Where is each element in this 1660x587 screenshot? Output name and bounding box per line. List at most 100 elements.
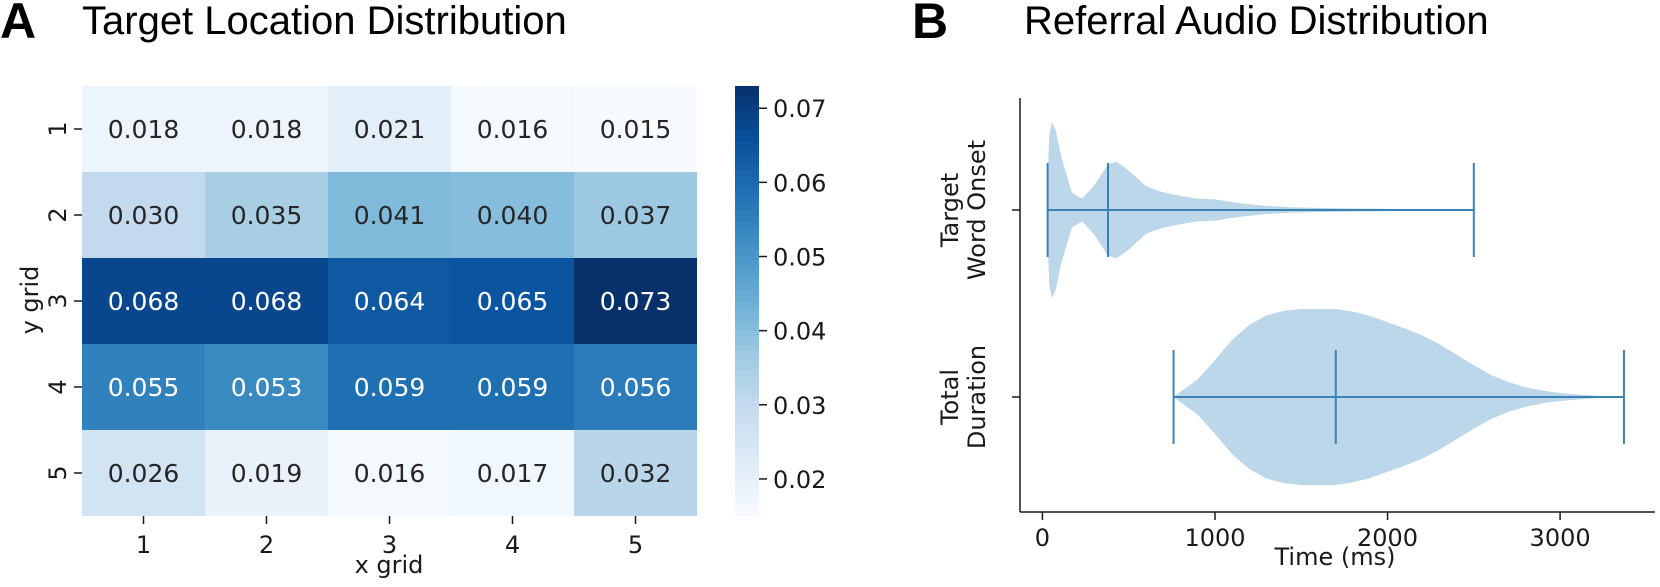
- colorbar-strip: [735, 331, 759, 337]
- panel-b-letter: B: [912, 0, 948, 49]
- heatmap-cell: [451, 172, 574, 258]
- colorbar-strip: [735, 156, 759, 162]
- colorbar-strip: [735, 241, 759, 247]
- colorbar-strip: [735, 121, 759, 127]
- colorbar-strip: [735, 286, 759, 292]
- colorbar-strip: [735, 191, 759, 197]
- heatmap-cell: [205, 172, 328, 258]
- colorbar-strip: [735, 446, 759, 452]
- colorbar-strip: [735, 506, 759, 512]
- heatmap-xtick-label: 3: [382, 531, 397, 559]
- colorbar-strip: [735, 256, 759, 262]
- cell-value-label: 0.015: [600, 115, 672, 144]
- heatmap-cell: [82, 344, 205, 430]
- colorbar-strip: [735, 206, 759, 212]
- colorbar-strip: [735, 401, 759, 407]
- violin-xtick-label: 1000: [1184, 524, 1245, 552]
- colorbar-strip: [735, 486, 759, 492]
- heatmap-cell: [82, 258, 205, 344]
- colorbar-strip: [735, 246, 759, 252]
- colorbar-strip: [735, 391, 759, 397]
- colorbar-strip: [735, 431, 759, 437]
- colorbar-strip: [735, 236, 759, 242]
- cell-value-label: 0.040: [477, 201, 549, 230]
- panel-b-title: Referral Audio Distribution: [1024, 0, 1489, 43]
- colorbar-tick-label: 0.05: [773, 244, 826, 272]
- colorbar-strip: [735, 376, 759, 382]
- colorbar-strip: [735, 276, 759, 282]
- cell-value-label: 0.030: [108, 201, 180, 230]
- colorbar-strip: [735, 136, 759, 142]
- colorbar-strip: [735, 346, 759, 352]
- heatmap-cell: [451, 258, 574, 344]
- colorbar-strip: [735, 181, 759, 187]
- heatmap-ytick-label: 4: [44, 379, 72, 394]
- colorbar-strip: [735, 416, 759, 422]
- colorbar-strip: [735, 381, 759, 387]
- cell-value-label: 0.018: [231, 115, 303, 144]
- heatmap-cell: [205, 258, 328, 344]
- colorbar-strip: [735, 466, 759, 472]
- violin-category-label: TargetWord Onset: [936, 140, 991, 280]
- colorbar-strip: [735, 301, 759, 307]
- cell-value-label: 0.068: [231, 287, 303, 316]
- colorbar-strip: [735, 461, 759, 467]
- colorbar-strip: [735, 306, 759, 312]
- heatmap-xtick-label: 5: [628, 531, 643, 559]
- colorbar-strip: [735, 481, 759, 487]
- heatmap-cell: [574, 258, 697, 344]
- heatmap-cell: [574, 172, 697, 258]
- heatmap-cell: [574, 344, 697, 430]
- colorbar-strip: [735, 196, 759, 202]
- colorbar-strip: [735, 476, 759, 482]
- colorbar-strip: [735, 316, 759, 322]
- cell-value-label: 0.065: [477, 287, 549, 316]
- heatmap-cell: [451, 430, 574, 516]
- colorbar-strip: [735, 406, 759, 412]
- heatmap-cell: [451, 344, 574, 430]
- colorbar-strip: [735, 396, 759, 402]
- heatmap-xtick-label: 1: [136, 531, 151, 559]
- colorbar-strip: [735, 281, 759, 287]
- colorbar-strip: [735, 361, 759, 367]
- violin-chart: 0 1000 2000 3000 TargetWord Onset TotalDurati…: [936, 98, 1655, 552]
- colorbar-strip: [735, 356, 759, 362]
- violin-xlabel: Time (ms): [1274, 543, 1396, 571]
- colorbar-strip: [735, 101, 759, 107]
- heatmap-cell: [328, 258, 451, 344]
- heatmap-cell: [574, 430, 697, 516]
- cell-value-label: 0.041: [354, 201, 426, 230]
- colorbar-strip: [735, 96, 759, 102]
- colorbar-strip: [735, 216, 759, 222]
- heatmap-cell: [82, 86, 205, 172]
- heatmap-ytick-label: 1: [44, 121, 72, 136]
- violin-category-label: TotalDuration: [936, 345, 991, 449]
- colorbar-strip: [735, 211, 759, 217]
- colorbar-strip: [735, 426, 759, 432]
- cell-value-label: 0.056: [600, 373, 672, 402]
- colorbar-strip: [735, 456, 759, 462]
- cell-value-label: 0.019: [231, 459, 303, 488]
- colorbar-strip: [735, 491, 759, 497]
- colorbar-strip: [735, 146, 759, 152]
- colorbar-strip: [735, 126, 759, 132]
- heatmap-cell: [205, 430, 328, 516]
- colorbar-strip: [735, 226, 759, 232]
- colorbar-strip: [735, 371, 759, 377]
- heatmap-chart: 0.018 0.018 0.021 0.016 0.015 0.030 0.035 0.041…: [44, 86, 697, 559]
- colorbar-strip: [735, 111, 759, 117]
- colorbar-strip: [735, 176, 759, 182]
- colorbar-strip: [735, 261, 759, 267]
- cell-value-label: 0.016: [477, 115, 549, 144]
- colorbar-strip: [735, 141, 759, 147]
- cell-value-label: 0.037: [600, 201, 672, 230]
- colorbar-strip: [735, 501, 759, 507]
- heatmap-ytick-label: 3: [44, 293, 72, 308]
- colorbar-strip: [735, 341, 759, 347]
- heatmap-ylabel: y grid: [16, 266, 44, 335]
- colorbar-tick-label: 0.03: [773, 392, 826, 420]
- colorbar-strip: [735, 86, 759, 92]
- violin-xtick-label: 0: [1035, 524, 1050, 552]
- colorbar-strip: [735, 266, 759, 272]
